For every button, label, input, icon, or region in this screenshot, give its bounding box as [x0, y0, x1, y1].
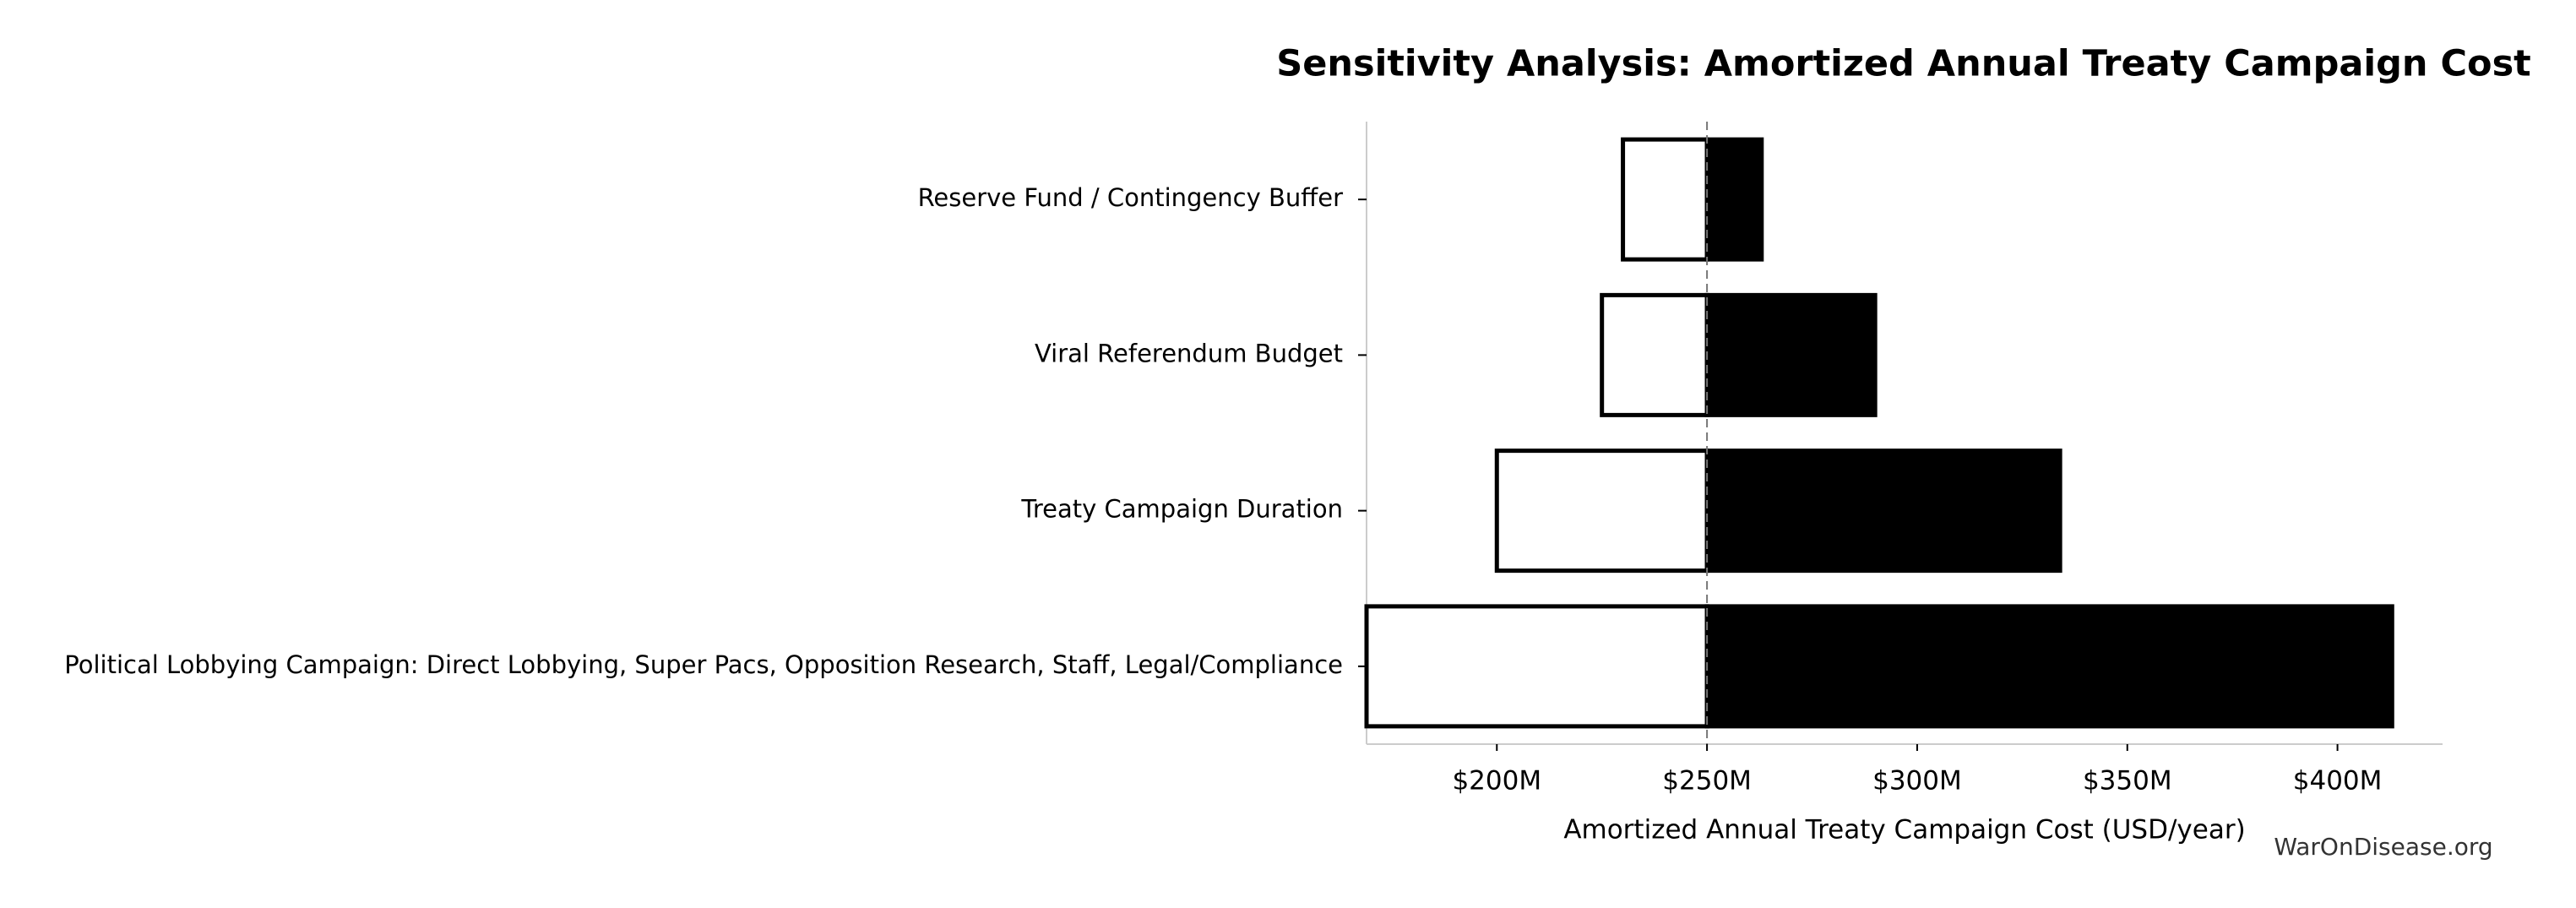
category-label: Viral Referendum Budget [1035, 339, 1343, 367]
bar [1600, 292, 1709, 417]
bar [1364, 604, 1709, 729]
bar [1704, 292, 1878, 417]
category-label: Treaty Campaign Duration [1020, 495, 1343, 524]
x-tick-label: $200M [1452, 766, 1541, 797]
x-tick-label: $350M [2083, 766, 2172, 797]
x-tick-label: $250M [1662, 766, 1752, 797]
category-label: Political Lobbying Campaign: Direct Lobb… [64, 650, 1343, 679]
bar [1704, 449, 2062, 574]
x-tick-label: $300M [1872, 766, 1962, 797]
bar [1621, 137, 1709, 262]
x-axis-label: Amortized Annual Treaty Campaign Cost (U… [1563, 815, 2245, 845]
watermark: WarOnDisease.org [2274, 833, 2492, 861]
x-tick-label: $400M [2293, 766, 2383, 797]
bar [1494, 449, 1709, 574]
chart-title: Sensitivity Analysis: Amortized Annual T… [1276, 43, 2530, 85]
category-label: Reserve Fund / Contingency Buffer [918, 183, 1343, 212]
bar [1704, 604, 2394, 729]
bar [1704, 137, 1764, 262]
